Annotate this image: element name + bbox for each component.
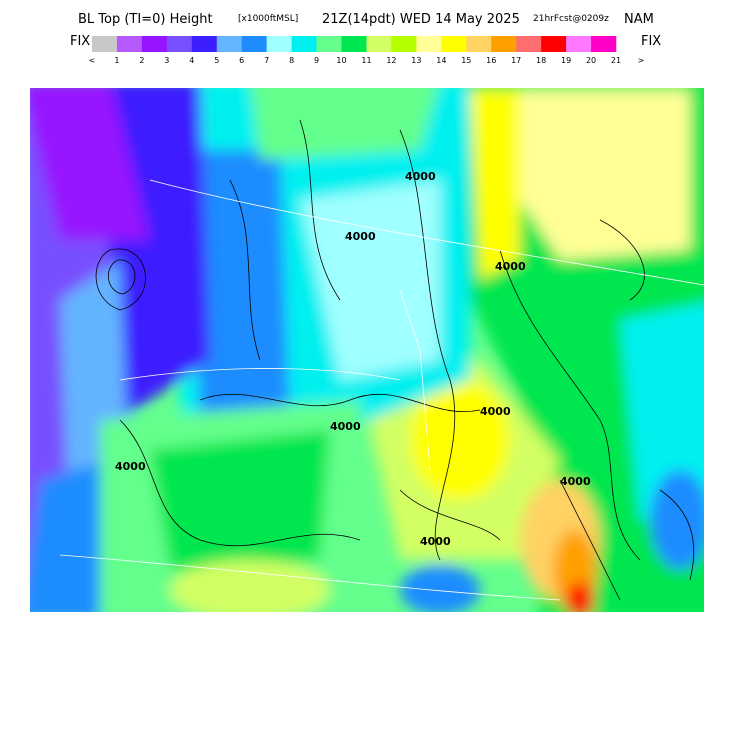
legend-swatch xyxy=(541,36,567,52)
legend-swatch xyxy=(316,36,342,52)
legend-swatch xyxy=(566,36,592,52)
legend-swatch xyxy=(116,36,143,52)
contour-label: 4000 xyxy=(495,260,526,273)
legend-tick-label: > xyxy=(638,56,645,65)
valid-time: 21Z(14pdt) WED 14 May 2025 xyxy=(322,12,520,27)
legend-tick-label: 14 xyxy=(436,56,446,65)
legend-tick-label: 10 xyxy=(336,56,346,65)
title: BL Top (TI=0) Height xyxy=(78,12,213,27)
legend-tick-label: 12 xyxy=(386,56,396,65)
map: 4000 4000 4000 4000 4000 4000 4000 4000 xyxy=(30,88,704,612)
legend-tick-label: 20 xyxy=(586,56,596,65)
contour-label: 4000 xyxy=(115,460,146,473)
contour-label: 4000 xyxy=(330,420,361,433)
legend-swatch xyxy=(516,36,542,52)
legend-tick-label: 21 xyxy=(611,56,621,65)
legend-tick-label: 15 xyxy=(461,56,471,65)
legend-tick-label: 11 xyxy=(361,56,371,65)
legend-swatch xyxy=(291,36,317,52)
legend-swatch xyxy=(366,36,392,52)
legend-tick-label: 19 xyxy=(561,56,571,65)
legend-swatch xyxy=(491,36,517,52)
legend-tick-label: 6 xyxy=(239,56,244,65)
legend-swatch xyxy=(391,36,417,52)
legend-tick-label: < xyxy=(89,56,96,65)
forecast: 21hrFcst@0209z xyxy=(533,14,609,24)
legend-left: FIX xyxy=(70,34,90,49)
contour-label: 4000 xyxy=(345,230,376,243)
legend-tick-label: 9 xyxy=(314,56,319,65)
legend-swatch xyxy=(166,36,193,52)
legend: FIX FIX <1 2 3 4 5 6 7 8 9 10 11 12 13 14 15 16 17 18 19 20… xyxy=(70,34,661,65)
contour-label: 4000 xyxy=(480,405,511,418)
header: BL Top (TI=0) Height [x1000ftMSL] 21Z(14… xyxy=(78,12,654,27)
legend-tick-label: 3 xyxy=(164,56,169,65)
legend-swatch xyxy=(591,36,617,52)
contour-label: 4000 xyxy=(560,475,591,488)
legend-swatch xyxy=(241,36,267,52)
contour-labels: 4000 4000 4000 4000 4000 4000 4000 4000 xyxy=(115,170,591,548)
field xyxy=(30,88,704,612)
legend-swatch xyxy=(341,36,367,52)
legend-tick-label: 2 xyxy=(139,56,144,65)
legend-swatch xyxy=(216,36,243,52)
contour-label: 4000 xyxy=(420,535,451,548)
legend-tick-label: 16 xyxy=(486,56,496,65)
legend-swatch xyxy=(92,36,118,52)
legend-right: FIX xyxy=(641,34,661,49)
legend-swatch xyxy=(416,36,442,52)
contours xyxy=(95,119,695,601)
legend-swatch xyxy=(266,36,292,52)
units: [x1000ftMSL] xyxy=(238,14,298,24)
legend-tick-label: 17 xyxy=(511,56,521,65)
legend-tick-label: 4 xyxy=(189,56,194,65)
legend-tick-label: 13 xyxy=(411,56,421,65)
contour-label: 4000 xyxy=(405,170,436,183)
legend-swatch xyxy=(466,36,492,52)
borders xyxy=(59,179,704,601)
legend-swatch xyxy=(441,36,467,52)
legend-tick-label: 7 xyxy=(264,56,269,65)
legend-swatch xyxy=(191,36,218,52)
legend-swatch xyxy=(141,36,168,52)
legend-tick-label: 5 xyxy=(214,56,219,65)
legend-tick-label: 18 xyxy=(536,56,546,65)
legend-tick-label: 8 xyxy=(289,56,294,65)
legend-tick-label: 1 xyxy=(114,56,119,65)
model: NAM xyxy=(624,12,654,27)
